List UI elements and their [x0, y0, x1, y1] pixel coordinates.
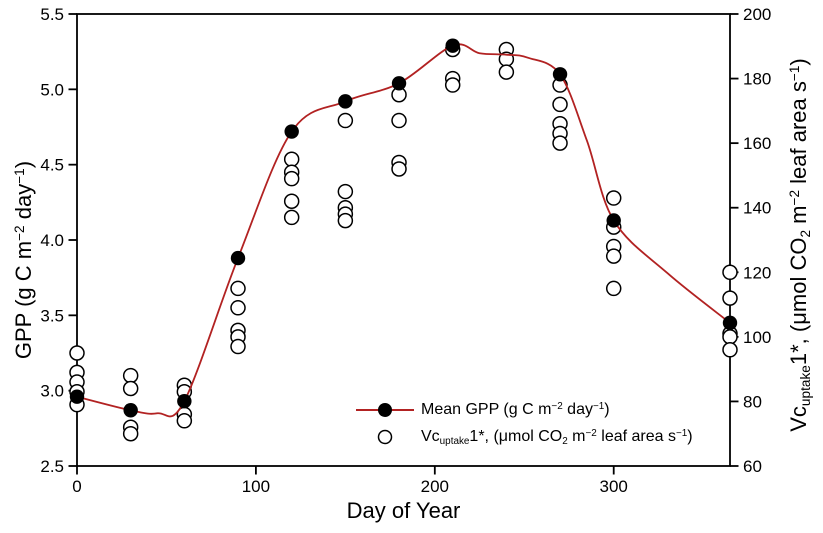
y-left-tick-label: 5.0 — [40, 80, 64, 99]
vc-uptake-point — [283, 151, 300, 168]
label-segment: Vc — [786, 406, 811, 432]
mean-gpp-point — [722, 315, 738, 331]
y-right-tick-label: 80 — [743, 392, 762, 411]
label-segment: 1*, (μmol CO — [786, 237, 811, 366]
y-left-tick-label: 2.5 — [40, 457, 64, 476]
x-axis-title: Day of Year — [346, 498, 461, 523]
vc-uptake-point — [337, 183, 354, 200]
vc-uptake-point — [283, 193, 300, 210]
label-segment: m — [786, 205, 811, 230]
vc-uptake-point — [498, 64, 515, 80]
vc-uptake-point — [122, 425, 139, 442]
y-right-tick-label: 140 — [743, 199, 771, 218]
vc-uptake-point — [722, 264, 738, 281]
legend-item-vc-uptake: Vcuptake1*, (μmol CO2 m−2 leaf area s−1) — [356, 424, 693, 450]
x-tick-label: 200 — [421, 477, 449, 496]
label-segment: −1 — [592, 401, 605, 413]
vc-uptake-point — [176, 413, 193, 429]
label-segment: −2 — [12, 225, 28, 241]
vc-uptake-point — [605, 280, 622, 297]
label-segment: leaf area s — [596, 428, 676, 445]
legend-filled-circle — [378, 403, 392, 417]
vc-uptake-point — [122, 380, 139, 397]
label-segment: uptake — [439, 435, 470, 447]
label-segment: 2 — [562, 435, 568, 447]
legend-open-circle-icon — [377, 429, 393, 445]
mean-gpp-point — [123, 403, 138, 418]
label-segment: −1 — [12, 168, 28, 184]
label-segment: ) — [604, 401, 610, 418]
legend-open-circle — [377, 429, 393, 445]
x-tick-label: 300 — [600, 477, 628, 496]
vc-uptake-point — [230, 300, 246, 316]
legend: Mean GPP (g C m−2 day−1) Vcuptake1*, (μm… — [356, 397, 693, 450]
mean-gpp-point — [391, 76, 407, 91]
vc-uptake-point — [391, 161, 407, 177]
label-segment: 2 — [797, 229, 813, 238]
y-left-tick-label: 4.0 — [40, 231, 64, 250]
mean-gpp-point — [284, 124, 299, 139]
vc-uptake-point — [230, 338, 246, 355]
vc-uptake-point — [391, 112, 407, 129]
label-segment: −1 — [787, 65, 803, 82]
mean-gpp-point — [606, 213, 621, 228]
label-segment: GPP (g C m — [11, 240, 37, 360]
legend-label-mean-gpp: Mean GPP (g C m−2 day−1) — [421, 401, 610, 419]
y-left-tick-label: 3.5 — [40, 306, 64, 325]
label-segment: −2 — [787, 189, 803, 206]
y-left-tick-label: 5.5 — [40, 5, 64, 24]
mean-gpp-point — [338, 94, 353, 109]
label-segment: −1 — [675, 428, 688, 440]
vc-uptake-point — [337, 212, 354, 229]
label-segment: 1*, (μmol CO — [469, 428, 563, 445]
legend-item-mean-gpp: Mean GPP (g C m−2 day−1) — [356, 397, 693, 423]
y-right-tick-label: 160 — [743, 134, 771, 153]
vc-uptake-point — [722, 342, 738, 358]
x-tick-label: 100 — [242, 477, 270, 496]
mean-gpp-point — [445, 38, 460, 53]
vc-uptake-point — [722, 290, 738, 306]
label-segment: Vc — [421, 428, 440, 445]
vc-uptake-point — [69, 345, 85, 361]
label-segment: day — [562, 401, 593, 418]
vc-uptake-point — [283, 209, 300, 226]
mean-gpp-point — [230, 250, 246, 266]
vc-uptake-point — [605, 248, 622, 264]
legend-line-marker-icon — [356, 403, 414, 417]
label-segment: −2 — [585, 428, 597, 440]
y-axis-title-left-text: GPP (g C m−2 day−1) — [11, 161, 37, 359]
mean-gpp-point — [177, 394, 192, 409]
label-segment: m — [567, 428, 586, 445]
vc-uptake-point — [552, 96, 568, 113]
y-right-tick-label: 200 — [743, 5, 771, 24]
vc-uptake-point — [444, 77, 461, 93]
mean-gpp-point — [552, 67, 568, 82]
y-right-tick-label: 100 — [743, 328, 771, 347]
y-left-tick-label: 4.5 — [40, 156, 64, 175]
vc-uptake-point — [283, 170, 300, 187]
label-segment: uptake — [797, 365, 813, 407]
y-axis-title-right-text: Vcuptake1*, (μmol CO2 m−2 leaf area s−1) — [786, 58, 813, 432]
y-right-tick-label: 60 — [743, 457, 762, 476]
label-segment: Mean GPP (g C m — [421, 401, 552, 418]
vc-uptake-point — [230, 280, 246, 297]
vc-uptake-point — [552, 135, 568, 151]
x-tick-label: 0 — [72, 477, 81, 496]
label-segment: day — [11, 183, 37, 226]
y-right-tick-label: 180 — [743, 70, 771, 89]
vc-uptake-point — [337, 112, 354, 129]
legend-label-vc-uptake: Vcuptake1*, (μmol CO2 m−2 leaf area s−1) — [421, 428, 693, 447]
mean-gpp-point — [69, 389, 85, 404]
vc-uptake-point — [605, 190, 622, 206]
vc-uptake-point — [122, 367, 139, 384]
y-left-tick-label: 3.0 — [40, 382, 64, 401]
label-segment: −2 — [551, 401, 563, 413]
label-segment: ) — [786, 58, 811, 66]
label-segment: ) — [687, 428, 693, 445]
y-right-tick-label: 120 — [743, 263, 771, 282]
label-segment: leaf area s — [786, 81, 811, 190]
vc-uptake-point — [722, 329, 738, 345]
